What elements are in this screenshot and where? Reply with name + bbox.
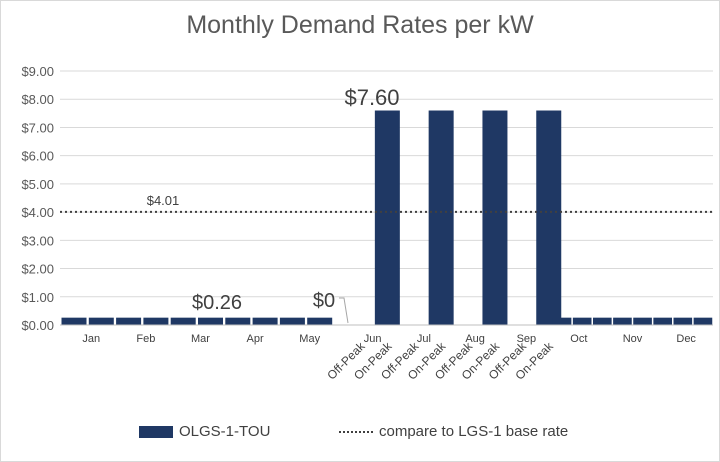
legend-label-reference: compare to LGS-1 base rate bbox=[379, 423, 569, 440]
x-tick-label: Oct bbox=[570, 333, 587, 345]
y-tick-label: $9.00 bbox=[21, 64, 54, 79]
bar bbox=[61, 317, 87, 325]
annotation-zero: $0 bbox=[313, 290, 335, 312]
x-tick-label: Dec bbox=[676, 333, 696, 345]
y-tick-label: $1.00 bbox=[21, 290, 54, 305]
bar bbox=[307, 317, 333, 325]
y-tick-label: $2.00 bbox=[21, 262, 54, 277]
x-tick-label: Mar bbox=[191, 333, 210, 345]
x-tick-label: Aug bbox=[465, 333, 485, 345]
x-tick-label: May bbox=[299, 333, 320, 345]
bar bbox=[198, 317, 223, 325]
bar bbox=[572, 317, 592, 325]
x-tick-label: Sep bbox=[517, 333, 537, 345]
legend-item-bars: OLGS-1-TOU bbox=[139, 423, 270, 440]
y-tick-label: $3.00 bbox=[21, 233, 54, 248]
y-tick-label: $5.00 bbox=[21, 177, 54, 192]
bar bbox=[536, 110, 562, 325]
legend-label-bars: OLGS-1-TOU bbox=[179, 423, 271, 440]
legend-item-reference: compare to LGS-1 base rate bbox=[339, 423, 568, 440]
bar bbox=[633, 317, 652, 325]
bar bbox=[552, 317, 572, 325]
annotation-leader bbox=[339, 297, 349, 324]
bar bbox=[279, 317, 305, 325]
legend-swatch-reference bbox=[339, 430, 373, 433]
y-tick-label: $7.00 bbox=[21, 120, 54, 135]
bar bbox=[482, 110, 508, 325]
legend-swatch-bars bbox=[139, 425, 173, 438]
bar bbox=[428, 110, 454, 325]
y-tick-label: $4.00 bbox=[21, 205, 54, 220]
bar bbox=[374, 110, 400, 325]
bar bbox=[693, 317, 713, 325]
bar bbox=[88, 317, 114, 325]
chart-title: Monthly Demand Rates per kW bbox=[186, 11, 534, 39]
y-tick-label: $8.00 bbox=[21, 92, 54, 107]
x-tick-label: Apr bbox=[247, 333, 264, 345]
bar bbox=[673, 317, 693, 325]
bar bbox=[225, 317, 251, 325]
x-tick-label: Feb bbox=[136, 333, 155, 345]
bar bbox=[613, 317, 632, 325]
annotation-base: $0.26 bbox=[192, 292, 242, 314]
bar bbox=[653, 317, 672, 325]
y-tick-label: $0.00 bbox=[21, 318, 54, 333]
bar bbox=[252, 317, 278, 325]
y-tick-label: $6.00 bbox=[21, 149, 54, 164]
x-tick-label: Jun bbox=[364, 333, 382, 345]
bar bbox=[143, 317, 169, 325]
annotation-peak: $7.60 bbox=[344, 85, 399, 110]
reference-line-label: $4.01 bbox=[147, 193, 180, 208]
x-tick-label: Nov bbox=[623, 333, 643, 345]
bar bbox=[593, 317, 612, 325]
bar bbox=[170, 317, 196, 325]
x-tick-label: Jan bbox=[82, 333, 100, 345]
x-tick-label: Jul bbox=[417, 333, 431, 345]
bar bbox=[116, 317, 142, 325]
